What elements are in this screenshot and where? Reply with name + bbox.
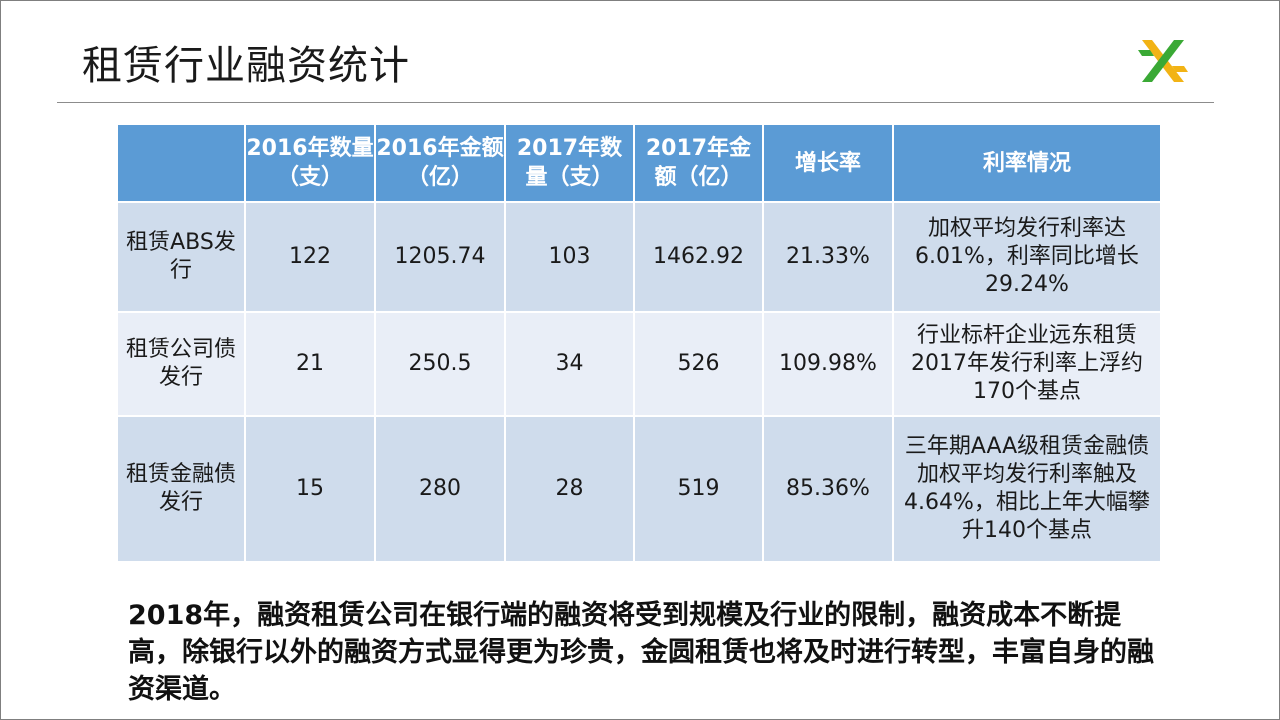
amount-2016-cell: 1205.74 [374, 201, 506, 313]
rate-info-cell: 行业标杆企业远东租赁2017年发行利率上浮约170个基点 [892, 311, 1162, 417]
amount-2017-cell: 526 [633, 311, 764, 417]
count-2017-cell: 34 [504, 311, 635, 417]
title-divider [57, 102, 1214, 103]
financing-stats-table: 2016年数量（支） 2016年金额（亿） 2017年数量（支） 2017年金额… [116, 123, 1162, 563]
count-2016-cell: 21 [244, 311, 376, 417]
row-name: 租赁公司债发行 [116, 311, 246, 417]
slide-title: 租赁行业融资统计 [82, 43, 410, 89]
header-rate-info: 利率情况 [892, 123, 1162, 203]
rate-info-cell: 三年期AAA级租赁金融债加权平均发行利率触及4.64%，相比上年大幅攀升140个… [892, 415, 1162, 563]
logo-mark [1138, 40, 1188, 82]
header-count-2017: 2017年数量（支） [504, 123, 635, 203]
rate-info-cell: 加权平均发行利率达6.01%，利率同比增长29.24% [892, 201, 1162, 313]
count-2016-cell: 122 [244, 201, 376, 313]
growth-cell: 21.33% [762, 201, 894, 313]
count-2016-cell: 15 [244, 415, 376, 563]
count-2017-cell: 28 [504, 415, 635, 563]
amount-2016-cell: 250.5 [374, 311, 506, 417]
header-cell-blank [116, 123, 246, 203]
header-amount-2016: 2016年金额（亿） [374, 123, 506, 203]
header-count-2016: 2016年数量（支） [244, 123, 376, 203]
header-growth: 增长率 [762, 123, 894, 203]
table-row: 租赁ABS发行 122 1205.74 103 1462.92 21.33% 加… [116, 201, 1162, 313]
amount-2016-cell: 280 [374, 415, 506, 563]
table-row: 租赁公司债发行 21 250.5 34 526 109.98% 行业标杆企业远东… [116, 311, 1162, 417]
company-logo [1138, 40, 1188, 82]
amount-2017-cell: 519 [633, 415, 764, 563]
summary-paragraph: 2018年，融资租赁公司在银行端的融资将受到规模及行业的限制，融资成本不断提高，… [128, 600, 1154, 705]
growth-cell: 85.36% [762, 415, 894, 563]
header-amount-2017: 2017年金额（亿） [633, 123, 764, 203]
row-name: 租赁ABS发行 [116, 201, 246, 313]
table-header-row: 2016年数量（支） 2016年金额（亿） 2017年数量（支） 2017年金额… [116, 123, 1162, 203]
count-2017-cell: 103 [504, 201, 635, 313]
amount-2017-cell: 1462.92 [633, 201, 764, 313]
table-row: 租赁金融债发行 15 280 28 519 85.36% 三年期AAA级租赁金融… [116, 415, 1162, 563]
row-name: 租赁金融债发行 [116, 415, 246, 563]
growth-cell: 109.98% [762, 311, 894, 417]
